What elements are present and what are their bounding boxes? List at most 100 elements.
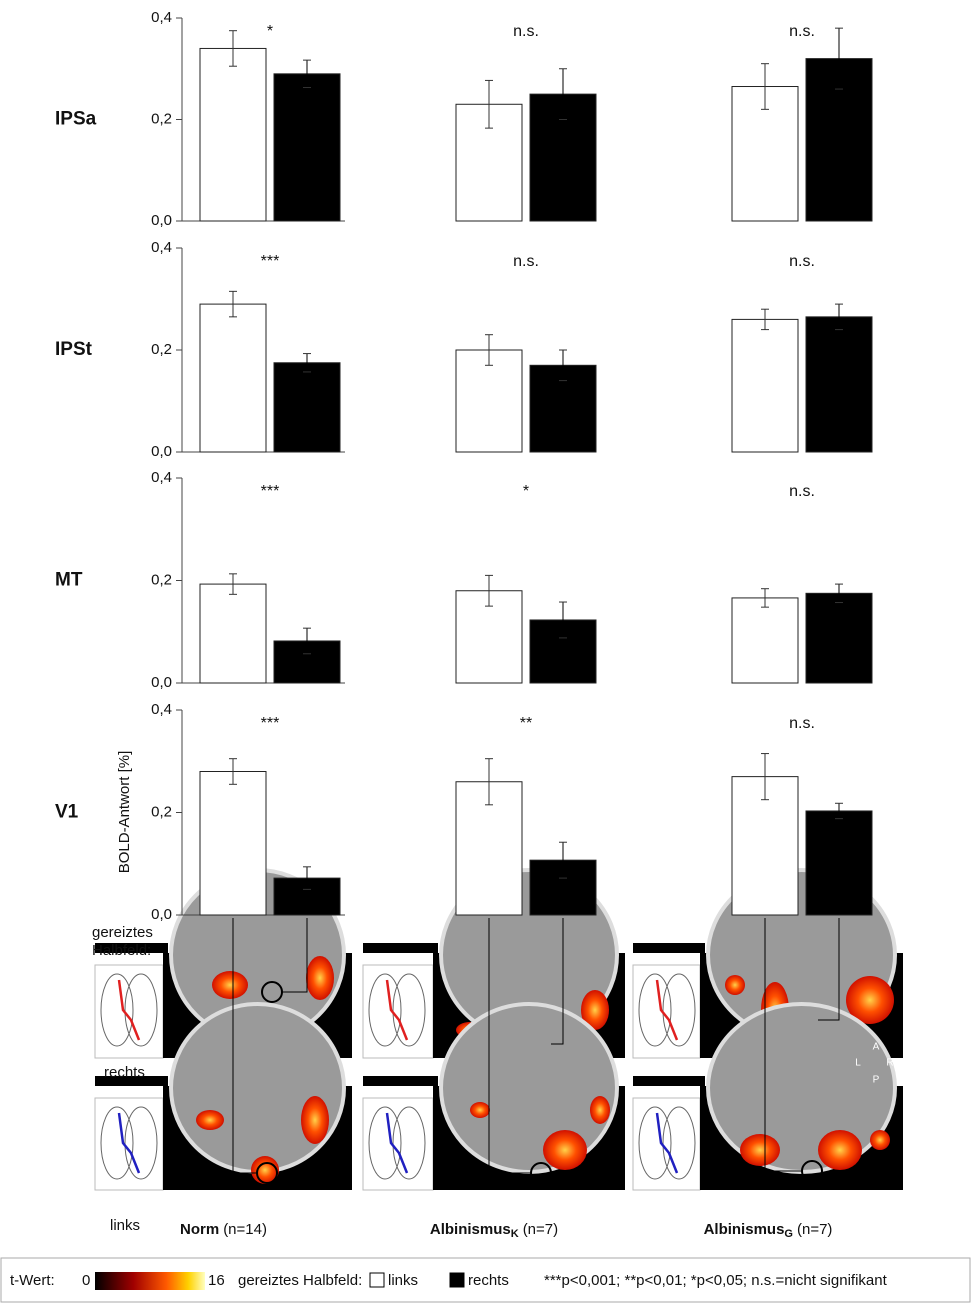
legend-title: gereiztes Halbfeld: [238,1272,362,1289]
colorbar [95,1272,205,1290]
hemisphere [392,1106,426,1180]
column-label: AlbinismusK (n=7) [430,1221,558,1240]
text-part: (n=14) [223,1221,267,1238]
schematic [94,1097,164,1191]
hemisphere [368,1106,402,1180]
bar [273,362,341,453]
colorbar-max: 16 [208,1272,225,1289]
inset [95,1076,168,1086]
bar [199,303,267,453]
text-part: Albinismus [430,1221,511,1238]
visual-pathway [385,1112,409,1174]
legend-label: links [388,1272,418,1289]
hemisphere [100,1106,134,1180]
hemisphere [662,1106,696,1180]
inset [95,943,168,953]
hemisphere [638,1106,672,1180]
significance: n.s. [789,253,815,270]
text-part: G [784,1228,793,1240]
column-label: AlbinismusG (n=7) [704,1221,833,1240]
hemisphere [392,973,426,1047]
significance: n.s. [789,715,815,732]
significance: * [267,23,273,40]
inset [633,943,705,953]
hemisphere [662,973,696,1047]
text-part: K [511,1228,519,1240]
activation [306,956,334,1000]
activation [470,1102,490,1118]
y-axis-label: BOLD-Antwort [%] [116,751,133,874]
significance: *** [261,715,280,732]
column-label: Norm (n=14) [180,1221,267,1238]
y-tick-label: 0,0 [151,906,172,923]
bar [805,316,873,453]
visual-pathway [117,979,141,1041]
row-label: IPSa [55,109,97,130]
legend-swatch [449,1272,465,1288]
connector [818,918,840,1021]
brain [439,1002,619,1174]
connector [488,918,531,1174]
legend-swatch [369,1272,385,1288]
visual-pathway [117,1112,141,1174]
schematic [632,1097,701,1191]
bar [199,583,267,684]
activation [301,1096,329,1144]
activation [870,1130,890,1150]
text-part: Albinismus [704,1221,785,1238]
inset [363,1076,438,1086]
connector [282,918,308,993]
orientation-label: R [886,1058,893,1069]
activation [740,1134,780,1166]
colorbar-label: t-Wert: [10,1272,55,1289]
row-label: MT [55,570,83,591]
hemifield-label: rechts [104,1064,145,1081]
hemisphere [368,973,402,1047]
y-tick-label: 0,4 [151,239,172,256]
y-tick-label: 0,0 [151,674,172,691]
significance: * [523,483,529,500]
colorbar-min: 0 [82,1272,90,1289]
hemisphere [124,1106,158,1180]
brain [706,1002,897,1174]
y-tick-label: 0,4 [151,9,172,26]
schematic [362,964,434,1059]
legend-label: rechts [468,1272,509,1289]
visual-pathway [385,979,409,1041]
inset [363,943,438,953]
text-part: Norm [180,1221,219,1238]
orientation-label: P [873,1075,880,1086]
activation [590,1096,610,1124]
connector [551,918,564,1045]
activation [846,976,894,1024]
significance: n.s. [513,23,539,40]
significance: n.s. [513,253,539,270]
bar [731,318,799,453]
visual-pathway [655,1112,679,1174]
threshold-label: p<0,001 [849,1197,893,1211]
activation [196,1110,224,1130]
y-tick-label: 0,2 [151,803,172,820]
bar [455,349,523,453]
connector [232,918,257,1174]
connector [764,918,802,1172]
inset [633,1076,705,1086]
activation [581,990,609,1030]
schematic [632,964,701,1059]
text-part: (n=7) [523,1221,558,1238]
bar [199,771,267,916]
row-label: IPSt [55,339,93,360]
bar [731,597,799,684]
y-tick-label: 0,2 [151,110,172,127]
bar [199,47,267,222]
y-tick-label: 0,4 [151,701,172,718]
significance: *** [261,253,280,270]
significance-legend: ***p<0,001; **p<0,01; *p<0,05; n.s.=nich… [544,1272,888,1289]
orientation-label: A [873,1042,880,1053]
stimulus-label: gereiztes Halbfeld: [92,924,153,959]
schematic [94,964,164,1059]
hemisphere [100,973,134,1047]
activation [818,1130,862,1170]
significance: *** [261,483,280,500]
